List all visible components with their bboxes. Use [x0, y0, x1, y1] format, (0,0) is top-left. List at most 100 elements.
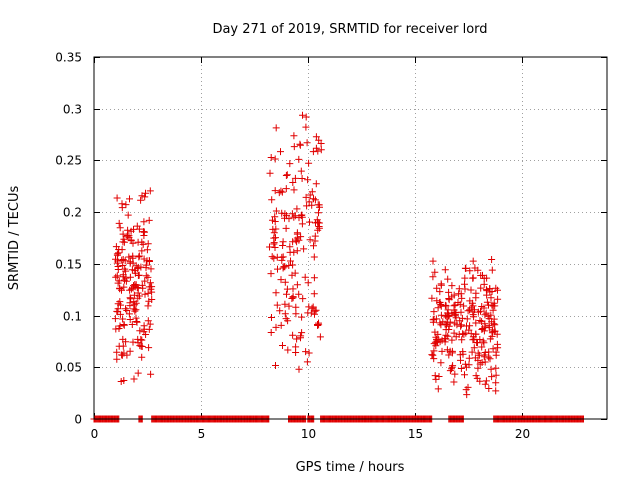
data-point: [442, 335, 450, 343]
data-point: [448, 363, 456, 371]
data-point: [458, 294, 466, 302]
data-point: [114, 257, 122, 265]
data-point: [127, 285, 135, 293]
data-point: [430, 355, 438, 363]
data-point: [135, 252, 143, 260]
data-point: [298, 329, 306, 337]
y-tick-label: 0.3: [63, 103, 82, 117]
data-point: [308, 304, 316, 312]
y-tick-label: 0: [74, 413, 82, 427]
data-point: [455, 285, 463, 293]
data-point: [469, 302, 477, 310]
data-point: [493, 340, 501, 348]
data-point: [126, 316, 134, 323]
data-point: [290, 186, 298, 194]
data-point: [124, 211, 132, 219]
data-point: [457, 356, 464, 364]
data-point: [140, 322, 148, 330]
data-point: [483, 298, 491, 306]
data-point: [116, 310, 124, 318]
data-point: [289, 238, 297, 246]
data-points: [90, 111, 587, 423]
data-point: [118, 200, 126, 208]
data-point: [296, 141, 304, 149]
data-point: [277, 321, 285, 329]
data-point: [432, 315, 440, 323]
data-point: [143, 246, 151, 254]
data-point: [134, 335, 142, 343]
x-axis-title: GPS time / hours: [296, 460, 405, 475]
data-point: [304, 279, 312, 287]
data-point: [292, 303, 300, 311]
data-point: [306, 218, 313, 226]
data-point: [267, 329, 275, 336]
data-point: [113, 355, 121, 363]
data-point: [451, 319, 459, 327]
data-point: [282, 185, 290, 193]
data-point: [448, 293, 456, 301]
data-point: [456, 300, 464, 308]
data-point: [293, 230, 301, 238]
data-point: [113, 272, 121, 280]
data-point: [135, 271, 143, 279]
data-point: [113, 348, 121, 356]
data-point: [487, 365, 495, 373]
data-point: [283, 285, 291, 293]
data-point: [114, 266, 122, 273]
data-point: [482, 309, 490, 317]
y-tick-label: 0.25: [55, 154, 82, 168]
data-point: [462, 265, 470, 272]
data-point: [468, 348, 476, 356]
data-point: [480, 280, 488, 288]
data-point: [305, 198, 313, 206]
data-point: [469, 308, 477, 316]
data-point: [460, 330, 468, 338]
data-point: [489, 345, 497, 353]
data-point: [445, 311, 452, 319]
y-tick-label: 0.35: [55, 51, 82, 65]
data-point: [461, 360, 469, 368]
data-point: [305, 159, 313, 167]
data-point: [141, 290, 149, 298]
data-point: [289, 331, 297, 339]
data-point: [116, 224, 124, 232]
data-point: [292, 310, 300, 318]
data-point: [315, 209, 322, 217]
data-point: [113, 194, 121, 202]
data-point: [293, 335, 301, 343]
data-point: [288, 295, 296, 302]
x-tick-label: 0: [91, 427, 99, 441]
data-point: [134, 369, 142, 377]
data-point: [474, 364, 482, 372]
data-point: [312, 144, 320, 152]
data-point: [293, 281, 301, 289]
data-point: [266, 169, 274, 177]
x-tick-label: 15: [408, 427, 423, 441]
data-point: [133, 318, 141, 326]
data-point: [126, 195, 133, 203]
data-point: [138, 238, 146, 246]
data-point: [291, 212, 299, 220]
data-point: [132, 314, 140, 322]
data-point: [462, 329, 470, 337]
data-point: [444, 275, 452, 283]
data-point: [289, 294, 297, 302]
data-point: [129, 252, 137, 260]
data-point: [145, 283, 153, 291]
data-point: [122, 305, 129, 313]
data-point: [282, 172, 290, 179]
data-point: [138, 247, 146, 255]
data-point: [281, 310, 289, 318]
data-point: [492, 379, 500, 387]
data-point: [479, 325, 487, 332]
data-point: [144, 240, 152, 248]
data-point: [120, 235, 128, 243]
x-tick-label: 20: [515, 427, 530, 441]
data-point: [141, 277, 149, 285]
data-point: [119, 315, 127, 323]
data-point: [271, 155, 279, 163]
data-point: [295, 236, 303, 244]
data-point: [268, 253, 276, 261]
data-point: [271, 218, 279, 225]
data-point: [290, 132, 298, 140]
